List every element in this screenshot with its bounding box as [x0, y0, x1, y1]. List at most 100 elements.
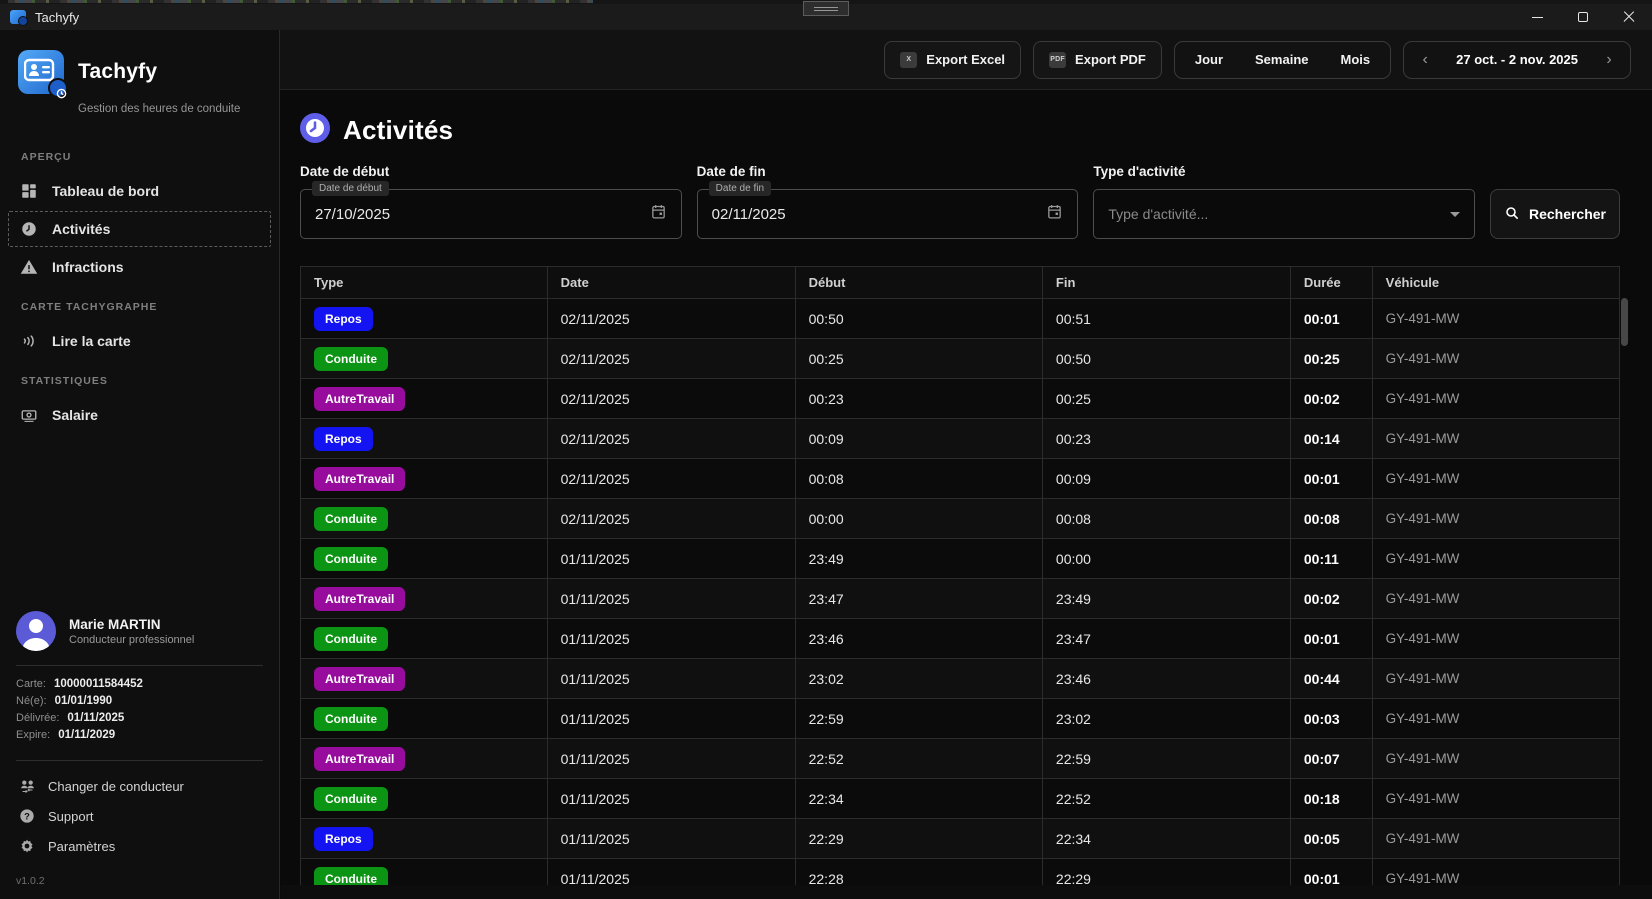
activity-duration: 00:01 [1289, 858, 1373, 886]
activity-row[interactable]: Repos 02/11/2025 00:50 00:51 00:01 GY-49… [300, 298, 1620, 339]
activity-row[interactable]: Conduite 01/11/2025 23:49 00:00 00:11 GY… [300, 538, 1620, 579]
activity-row[interactable]: AutreTravail 02/11/2025 00:23 00:25 00:0… [300, 378, 1620, 419]
export-excel-label: Export Excel [926, 52, 1006, 67]
activity-row[interactable]: Conduite 01/11/2025 23:46 23:47 00:01 GY… [300, 618, 1620, 659]
activity-start: 22:28 [794, 858, 1043, 886]
activity-duration: 00:01 [1289, 298, 1373, 339]
banknote-icon [19, 406, 39, 424]
activity-type-badge: Repos [314, 306, 373, 331]
activity-row[interactable]: Conduite 02/11/2025 00:25 00:50 00:25 GY… [300, 338, 1620, 379]
card-info-field-label: Né(e): [16, 695, 47, 707]
sidebar-nav: APERÇU Tableau de bord Activités Infract… [0, 137, 279, 435]
activities-table: Type Date Début Fin Durée Véhicule Repos 02/1… [300, 266, 1620, 886]
period-tab-mois[interactable]: Mois [1325, 45, 1387, 75]
activity-end: 00:51 [1041, 298, 1291, 339]
activity-row[interactable]: Repos 02/11/2025 00:09 00:23 00:14 GY-49… [300, 418, 1620, 459]
activity-row[interactable]: AutreTravail 01/11/2025 22:52 22:59 00:0… [300, 738, 1620, 779]
activity-row[interactable]: Conduite 01/11/2025 22:34 22:52 00:18 GY… [300, 778, 1620, 819]
sidebar-item-lire-la-carte[interactable]: Lire la carte [8, 323, 271, 359]
filters: Date de début Date de début 27/10/2025 D… [300, 164, 1620, 239]
activity-end: 23:02 [1041, 698, 1291, 739]
card-info-row: Délivrée: 01/11/2025 [16, 712, 263, 724]
activity-date: 02/11/2025 [546, 498, 796, 539]
activity-row[interactable]: AutreTravail 01/11/2025 23:02 23:46 00:4… [300, 658, 1620, 699]
activity-row[interactable]: Conduite 01/11/2025 22:28 22:29 00:01 GY… [300, 858, 1620, 886]
sidebar-link-parametres[interactable]: Paramètres [6, 831, 273, 861]
next-period-button[interactable]: › [1594, 45, 1624, 75]
search-icon [1504, 205, 1520, 224]
activity-type-badge: Conduite [314, 506, 388, 531]
activity-duration: 00:07 [1289, 738, 1373, 779]
sidebar-footer-links: Changer de conducteur ? Support Paramètr… [0, 761, 279, 865]
users-icon [18, 778, 36, 795]
sidebar-item-label: Tableau de bord [52, 183, 160, 199]
period-tab-semaine[interactable]: Semaine [1239, 45, 1324, 75]
activity-start: 22:59 [794, 698, 1043, 739]
activity-type-placeholder: Type d'activité... [1108, 206, 1209, 222]
drag-handle-icon[interactable] [803, 1, 849, 16]
activity-row[interactable]: Repos 01/11/2025 22:29 22:34 00:05 GY-49… [300, 818, 1620, 859]
activity-end: 00:08 [1041, 498, 1291, 539]
activity-date: 01/11/2025 [546, 618, 796, 659]
sidebar-link-changer-de-conducteur[interactable]: Changer de conducteur [6, 771, 273, 801]
driver-role: Conducteur professionnel [69, 633, 195, 646]
activity-type-badge: Conduite [314, 866, 388, 886]
activity-type-badge: Conduite [314, 346, 388, 371]
activity-row[interactable]: Conduite 02/11/2025 00:00 00:08 00:08 GY… [300, 498, 1620, 539]
calendar-icon[interactable] [1046, 203, 1063, 225]
search-button-label: Rechercher [1528, 206, 1606, 222]
export-excel-button[interactable]: X Export Excel [884, 40, 1022, 79]
card-info-field-value: 01/11/2029 [58, 729, 116, 741]
activity-row[interactable]: AutreTravail 02/11/2025 00:08 00:09 00:0… [300, 458, 1620, 499]
column-header-fin: Fin [1041, 266, 1291, 299]
end-date-label: Date de fin [696, 164, 766, 179]
app-icon [10, 10, 28, 26]
sidebar-item-label: Salaire [52, 407, 98, 423]
activity-date: 02/11/2025 [546, 418, 796, 459]
sidebar-link-support[interactable]: ? Support [6, 801, 273, 831]
previous-period-button[interactable]: ‹ [1410, 45, 1440, 75]
column-header-véhicule: Véhicule [1371, 266, 1620, 299]
table-scrollbar-thumb[interactable] [1621, 298, 1628, 346]
activity-end: 23:49 [1041, 578, 1291, 619]
start-date-label: Date de début [300, 164, 390, 179]
start-date-field[interactable]: Date de début 27/10/2025 [300, 181, 682, 239]
sidebar-item-salaire[interactable]: Salaire [8, 397, 271, 433]
activity-type-badge: Conduite [314, 706, 388, 731]
period-tab-jour[interactable]: Jour [1179, 45, 1239, 75]
activity-type-badge: AutreTravail [314, 746, 406, 771]
titlebar[interactable]: Tachyfy [0, 1, 1652, 30]
period-segmented-control: Jour Semaine Mois [1173, 40, 1392, 79]
close-button[interactable] [1606, 4, 1652, 30]
activity-duration: 00:44 [1289, 658, 1373, 699]
search-button[interactable]: Rechercher [1489, 189, 1620, 239]
sidebar-item-tableau-de-bord[interactable]: Tableau de bord [8, 173, 271, 209]
export-pdf-button[interactable]: PDF Export PDF [1033, 40, 1162, 79]
activity-duration: 00:14 [1289, 418, 1373, 459]
card-info-field-label: Expire: [16, 729, 51, 741]
minimize-button[interactable] [1514, 4, 1560, 30]
page-title: Activités [343, 114, 454, 145]
sidebar-item-activites[interactable]: Activités [8, 211, 271, 247]
end-date-field[interactable]: Date de fin 02/11/2025 [696, 181, 1079, 239]
activity-duration: 00:05 [1289, 818, 1373, 859]
calendar-icon[interactable] [650, 203, 667, 225]
maximize-icon [1578, 12, 1588, 22]
activity-type-select[interactable]: Type d'activité... [1093, 189, 1475, 239]
activity-end: 22:59 [1041, 738, 1291, 779]
card-info-field-value: 01/11/2025 [67, 712, 125, 724]
window-bottom-edge [281, 885, 1652, 899]
sidebar-item-infractions[interactable]: Infractions [8, 249, 271, 285]
activity-row[interactable]: AutreTravail 01/11/2025 23:47 23:49 00:0… [300, 578, 1620, 619]
maximize-button[interactable] [1560, 4, 1606, 30]
activity-type-badge: Conduite [314, 626, 388, 651]
activity-type-badge: Conduite [314, 546, 388, 571]
column-header-début: Début [794, 266, 1043, 299]
activity-type-label: Type d'activité [1093, 164, 1186, 179]
activity-vehicle: GY-491-MW [1371, 818, 1620, 859]
start-date-notch-label: Date de début [312, 181, 389, 196]
avatar [16, 611, 56, 651]
activity-duration: 00:02 [1289, 578, 1373, 619]
activity-vehicle: GY-491-MW [1371, 498, 1620, 539]
activity-row[interactable]: Conduite 01/11/2025 22:59 23:02 00:03 GY… [300, 698, 1620, 739]
